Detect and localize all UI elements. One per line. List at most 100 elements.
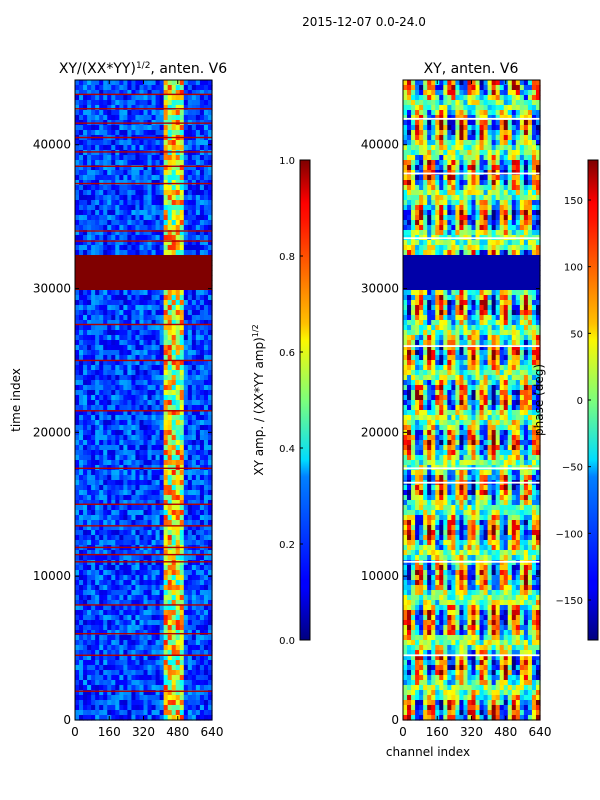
amplitude-cell [167, 290, 173, 296]
amplitude-cell [91, 360, 96, 366]
amplitude-cell [87, 130, 92, 136]
amplitude-cell [123, 585, 128, 591]
amplitude-cell [79, 670, 84, 676]
amplitude-cell [143, 700, 149, 706]
amplitude-cell [199, 680, 205, 686]
amplitude-cell [159, 100, 165, 106]
amplitude-cell [207, 605, 213, 611]
amplitude-cell [191, 365, 197, 371]
amplitude-cell [107, 315, 112, 321]
amplitude-cell [95, 450, 100, 456]
amplitude-cell [191, 300, 197, 306]
phase-cell [419, 155, 424, 161]
amplitude-cell [107, 680, 112, 686]
amplitude-cell [83, 100, 88, 106]
amplitude-cell [191, 100, 197, 106]
amplitude-cell [83, 585, 88, 591]
amplitude-cell [183, 405, 189, 411]
amplitude-cell [79, 320, 84, 326]
amplitude-cell [151, 80, 157, 86]
amplitude-cell [103, 255, 108, 261]
amplitude-cell [135, 100, 141, 106]
amplitude-cell [111, 150, 116, 156]
amplitude-cell [195, 150, 201, 156]
amplitude-cell [135, 365, 141, 371]
amplitude-cell [151, 655, 157, 661]
amplitude-cell [127, 450, 133, 456]
amplitude-cell [83, 260, 88, 266]
amplitude-cell [171, 495, 177, 501]
amplitude-cell [183, 605, 189, 611]
amplitude-cell [187, 375, 193, 381]
amplitude-cell [203, 695, 209, 701]
amplitude-cell [159, 630, 165, 636]
phase-cell [475, 85, 481, 91]
amplitude-cell [155, 625, 161, 631]
amplitude-cell [187, 385, 193, 391]
amplitude-cell [199, 305, 205, 311]
amplitude-cell [79, 110, 84, 116]
amplitude-cell [183, 650, 189, 656]
amplitude-cell [131, 505, 137, 511]
phase-cell [499, 130, 505, 136]
amplitude-cell [163, 710, 169, 716]
amplitude-cell [183, 325, 189, 331]
amplitude-cell [167, 150, 173, 156]
amplitude-cell [103, 210, 108, 216]
amplitude-cell [95, 250, 100, 256]
amplitude-cell [135, 380, 141, 386]
amplitude-cell [79, 95, 84, 101]
phase-cell [463, 105, 469, 111]
phase-cell [451, 85, 456, 91]
amplitude-cell [203, 615, 209, 621]
amplitude-cell [195, 300, 201, 306]
amplitude-cell [79, 295, 84, 301]
amplitude-cell [155, 190, 161, 196]
amplitude-cell [87, 630, 92, 636]
amplitude-cell [115, 430, 120, 436]
amplitude-cell [187, 335, 193, 341]
amplitude-cell [127, 500, 133, 506]
amplitude-cell [135, 180, 141, 186]
amplitude-cell [143, 540, 149, 546]
amplitude-cell [95, 145, 100, 151]
phase-cell [419, 85, 424, 91]
amplitude-cell [183, 150, 189, 156]
amplitude-cell [95, 240, 100, 246]
amplitude-cell [83, 130, 88, 136]
amplitude-cell [111, 250, 116, 256]
amplitude-cell [103, 710, 108, 716]
phase-cell [415, 125, 420, 131]
amplitude-cell [171, 145, 177, 151]
amplitude-cell [119, 500, 124, 506]
amplitude-cell [131, 515, 137, 521]
amplitude-cell [119, 90, 124, 96]
amplitude-cell [91, 385, 96, 391]
amplitude-cell [131, 475, 137, 481]
phase-cell [527, 85, 533, 91]
phase-cell [451, 90, 456, 96]
amplitude-cell [163, 300, 169, 306]
amplitude-cell [131, 420, 137, 426]
amplitude-cell [87, 560, 92, 566]
phase-cell [511, 110, 517, 116]
amplitude-cell [195, 155, 201, 161]
phase-cell [435, 85, 440, 91]
amplitude-cell [115, 415, 120, 421]
amplitude-cell [179, 265, 185, 271]
amplitude-cell [91, 550, 96, 556]
amplitude-cell [119, 415, 124, 421]
amplitude-cell [83, 450, 88, 456]
amplitude-cell [163, 265, 169, 271]
amplitude-cell [179, 675, 185, 681]
amplitude-cell [171, 540, 177, 546]
amplitude-cell [135, 390, 141, 396]
amplitude-cell [75, 250, 80, 256]
amplitude-cell [139, 415, 145, 421]
amplitude-cell [103, 440, 108, 446]
phase-cell [407, 95, 412, 101]
amplitude-cell [111, 290, 116, 296]
amplitude-cell [87, 160, 92, 166]
amplitude-cell [191, 585, 197, 591]
phase-cell [503, 135, 509, 141]
